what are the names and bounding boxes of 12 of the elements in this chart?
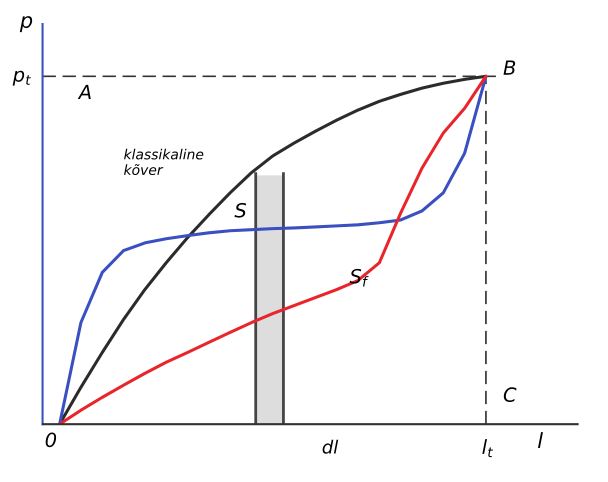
text: B (504, 60, 516, 75)
y-axis-title: p (20, 16, 32, 32)
text: 0 (46, 432, 56, 448)
annotation: klassikaline kõver (124, 148, 204, 176)
annotation: S (234, 202, 246, 218)
x-axis-title: l (538, 432, 543, 448)
text: dl (322, 440, 338, 454)
annotation: S$_{f}$ (350, 268, 369, 286)
annotation: C (504, 387, 517, 402)
text: p$_{t}$ (12, 70, 31, 86)
text: l$_{t}$ (482, 439, 494, 458)
annotation: A (78, 84, 91, 100)
